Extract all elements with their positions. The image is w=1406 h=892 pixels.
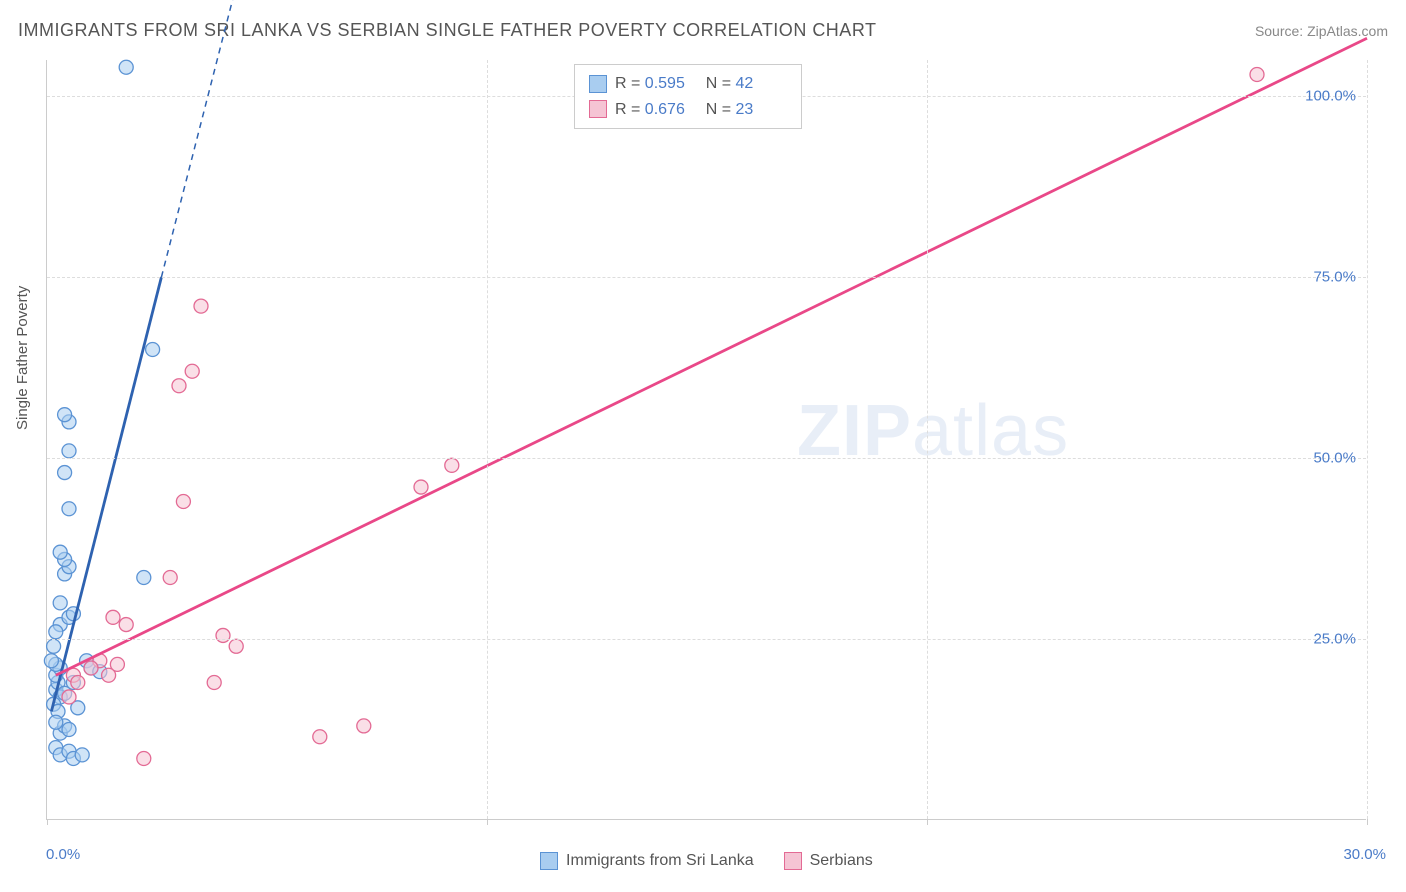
plot-area: ZIPatlas 25.0%50.0%75.0%100.0% (46, 60, 1366, 820)
y-tick-label: 100.0% (1305, 88, 1356, 105)
legend-stats-row: R = 0.595 N = 42 (589, 71, 787, 97)
scatter-point (44, 654, 58, 668)
scatter-point (185, 364, 199, 378)
scatter-point (229, 639, 243, 653)
gridline-v (1367, 60, 1368, 819)
scatter-point (172, 379, 186, 393)
x-tick-label-min: 0.0% (46, 846, 80, 863)
scatter-point (445, 458, 459, 472)
scatter-point (62, 723, 76, 737)
scatter-point (47, 639, 61, 653)
scatter-point (414, 480, 428, 494)
scatter-point (75, 748, 89, 762)
scatter-point (53, 596, 67, 610)
scatter-point (62, 690, 76, 704)
trend-line (56, 38, 1367, 675)
scatter-point (110, 657, 124, 671)
scatter-point (146, 343, 160, 357)
legend-stats: R = 0.595 N = 42R = 0.676 N = 23 (574, 64, 802, 129)
gridline-h (47, 639, 1366, 640)
gridline-v (487, 60, 488, 819)
legend-stats-text: R = 0.676 N = 23 (615, 97, 787, 123)
legend-bottom-label: Serbians (810, 852, 873, 870)
scatter-point (119, 60, 133, 74)
scatter-point (49, 625, 63, 639)
chart-title: IMMIGRANTS FROM SRI LANKA VS SERBIAN SIN… (18, 20, 877, 41)
legend-bottom-item: Immigrants from Sri Lanka (540, 852, 754, 870)
legend-swatch (589, 100, 607, 118)
y-tick-label: 75.0% (1313, 269, 1356, 286)
source-label: Source: ZipAtlas.com (1255, 23, 1388, 39)
scatter-point (62, 502, 76, 516)
scatter-point (176, 495, 190, 509)
scatter-point (58, 466, 72, 480)
scatter-point (194, 299, 208, 313)
legend-swatch (540, 852, 558, 870)
x-tick (487, 819, 488, 825)
scatter-point (216, 628, 230, 642)
scatter-point (357, 719, 371, 733)
x-tick (47, 819, 48, 825)
legend-bottom-label: Immigrants from Sri Lanka (566, 852, 754, 870)
gridline-h (47, 458, 1366, 459)
x-tick (1367, 819, 1368, 825)
y-tick-label: 25.0% (1313, 631, 1356, 648)
y-axis-label: Single Father Poverty (14, 286, 31, 430)
scatter-point (53, 545, 67, 559)
legend-swatch (784, 852, 802, 870)
scatter-point (137, 571, 151, 585)
scatter-point (71, 675, 85, 689)
x-tick-label-max: 30.0% (1343, 846, 1386, 863)
scatter-point (137, 751, 151, 765)
trend-line (51, 277, 161, 711)
gridline-h (47, 277, 1366, 278)
scatter-point (163, 571, 177, 585)
legend-stats-text: R = 0.595 N = 42 (615, 71, 787, 97)
scatter-point (1250, 67, 1264, 81)
plot-svg (47, 60, 1366, 819)
scatter-point (119, 618, 133, 632)
scatter-point (106, 610, 120, 624)
gridline-v (927, 60, 928, 819)
x-tick (927, 819, 928, 825)
legend-bottom: Immigrants from Sri Lanka Serbians (540, 852, 873, 870)
trend-line-dash (161, 0, 245, 277)
scatter-point (313, 730, 327, 744)
scatter-point (49, 715, 63, 729)
scatter-point (62, 444, 76, 458)
scatter-point (58, 408, 72, 422)
legend-stats-row: R = 0.676 N = 23 (589, 97, 787, 123)
y-tick-label: 50.0% (1313, 450, 1356, 467)
legend-swatch (589, 75, 607, 93)
scatter-point (207, 675, 221, 689)
scatter-point (84, 661, 98, 675)
legend-bottom-item: Serbians (784, 852, 873, 870)
